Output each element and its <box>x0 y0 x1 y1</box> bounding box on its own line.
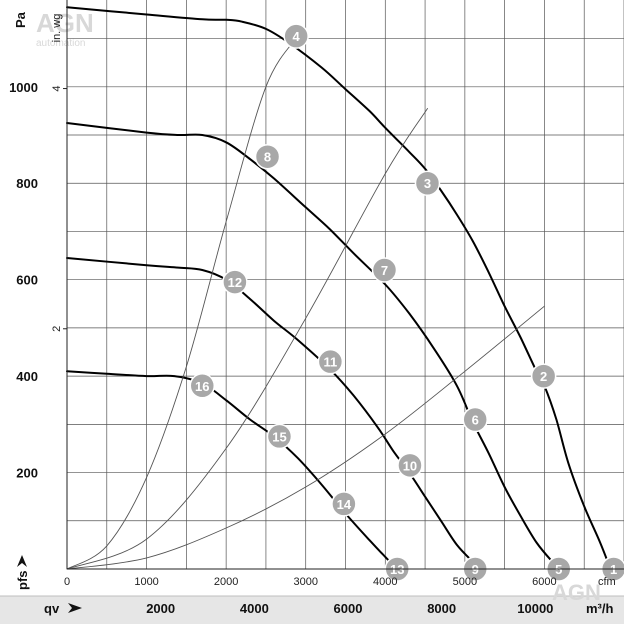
y-axis-unit-pa: Pa <box>13 11 28 28</box>
operating-point-marker: 15 <box>266 423 293 450</box>
marker-circle <box>414 170 441 196</box>
watermark-brand: AGN <box>36 8 94 38</box>
qv-arrow-icon <box>68 603 82 613</box>
marker-label: 14 <box>337 497 352 512</box>
marker-label: 12 <box>228 275 242 290</box>
watermark-tagline: automation <box>36 38 85 49</box>
operating-point-markers: 12345678910111213141516 <box>189 23 624 582</box>
x-axis-unit-cfm: cfm <box>598 576 616 588</box>
marker-label: 11 <box>324 355 338 370</box>
y-tick-label-pa: 1000 <box>9 80 38 95</box>
marker-circle <box>317 348 344 375</box>
operating-point-marker: 11 <box>317 348 344 375</box>
qv-symbol: qv <box>44 601 60 616</box>
marker-label: 4 <box>293 29 301 44</box>
x-tick-label-cfm: 3000 <box>293 576 317 588</box>
operating-point-marker: 8 <box>254 143 281 170</box>
x-tick-label-cfm: 1000 <box>134 576 158 588</box>
y-tick-label-pa: 800 <box>16 176 38 191</box>
marker-circle <box>283 23 309 49</box>
y-tick-label-inwg: 4 <box>51 85 63 91</box>
x-tick-label-m3h: 8000 <box>427 601 456 616</box>
operating-point-marker: 6 <box>462 406 488 433</box>
x-tick-label-m3h: 10000 <box>517 601 553 616</box>
fan-speed-curve-line <box>66 122 562 570</box>
x-tick-label-cfm: 6000 <box>532 576 556 588</box>
marker-label: 16 <box>195 379 209 394</box>
system-curve-line <box>66 305 545 570</box>
marker-circle <box>397 452 423 479</box>
x-tick-label-cfm: 4000 <box>373 576 397 588</box>
marker-circle <box>371 257 398 283</box>
operating-point-marker: 3 <box>414 170 441 196</box>
fan-speed-curve-line <box>66 370 399 570</box>
marker-circle <box>254 143 281 170</box>
operating-point-marker: 10 <box>397 452 423 479</box>
x-axis-unit-m3h: m³/h <box>586 601 614 616</box>
y-axis-symbol-pfs: pfs <box>15 571 30 591</box>
fan-speed-curve-line <box>66 257 482 570</box>
marker-label: 15 <box>272 429 286 444</box>
x-tick-label-cfm: 0 <box>64 576 70 588</box>
marker-circle <box>189 373 216 399</box>
operating-point-marker: 12 <box>222 269 248 295</box>
marker-circle <box>462 406 488 433</box>
marker-circle <box>331 491 357 517</box>
x-tick-label-cfm: 2000 <box>214 576 238 588</box>
pfs-arrow-icon <box>17 555 27 567</box>
marker-label: 10 <box>403 458 417 473</box>
marker-circle <box>530 363 557 389</box>
y-axis-unit-inwg: in. wg <box>51 14 63 43</box>
y-tick-label-pa: 400 <box>16 369 38 384</box>
operating-point-marker: 4 <box>283 23 309 49</box>
marker-label: 3 <box>424 176 431 191</box>
y-tick-label-inwg: 2 <box>51 326 63 332</box>
x-tick-label-m3h: 2000 <box>146 601 175 616</box>
system-curve-line <box>66 35 299 570</box>
marker-label: 2 <box>540 369 547 384</box>
marker-label: 7 <box>381 263 388 278</box>
operating-point-marker: 2 <box>530 363 557 389</box>
operating-point-marker: 14 <box>331 491 357 517</box>
system-curve-line <box>66 108 428 570</box>
operating-point-marker: 7 <box>371 257 398 283</box>
marker-circle <box>266 423 293 450</box>
x-tick-label-m3h: 4000 <box>240 601 269 616</box>
qv-axis-band <box>0 596 624 624</box>
marker-label: 6 <box>472 413 479 428</box>
x-tick-label-cfm: 5000 <box>453 576 477 588</box>
y-tick-label-pa: 600 <box>16 273 38 288</box>
operating-point-marker: 16 <box>189 373 216 399</box>
marker-circle <box>222 269 248 295</box>
axes: 0 1000 2000 3000 4000 5000 6000 2000 4000 6000 800… <box>9 0 624 616</box>
watermark-brand-bottom: AGN <box>552 580 601 605</box>
x-tick-label-m3h: 6000 <box>334 601 363 616</box>
marker-label: 8 <box>264 150 271 165</box>
y-tick-label-pa: 200 <box>16 466 38 481</box>
